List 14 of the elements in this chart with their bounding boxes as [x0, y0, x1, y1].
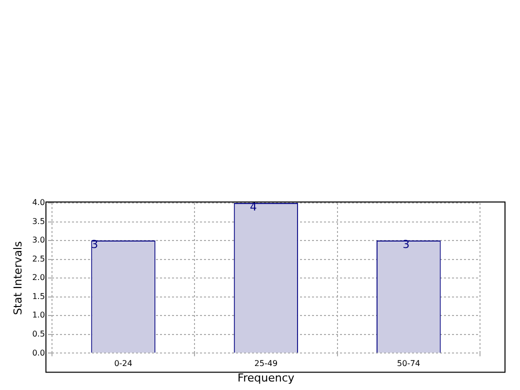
y-tick-label: 3.5 — [32, 216, 45, 226]
y-tick-label: 2.0 — [32, 273, 45, 282]
y-tick-label: 1.5 — [32, 292, 45, 301]
y-axis-title: Stat Intervals — [11, 240, 24, 315]
y-tick-label: 1.0 — [32, 310, 45, 320]
y-tick-label: 0.0 — [32, 348, 45, 358]
x-tick-label: 0-24 — [114, 359, 132, 368]
y-tick-label: 4.0 — [32, 198, 45, 208]
x-tick-label: 50-74 — [397, 359, 420, 368]
y-tick-label: 0.5 — [32, 330, 45, 339]
y-tick-label: 2.5 — [32, 254, 45, 264]
x-axis-title: Frequency — [238, 371, 295, 384]
x-tick-label: 25-49 — [254, 359, 278, 368]
y-tick-label: 3.0 — [32, 236, 45, 245]
